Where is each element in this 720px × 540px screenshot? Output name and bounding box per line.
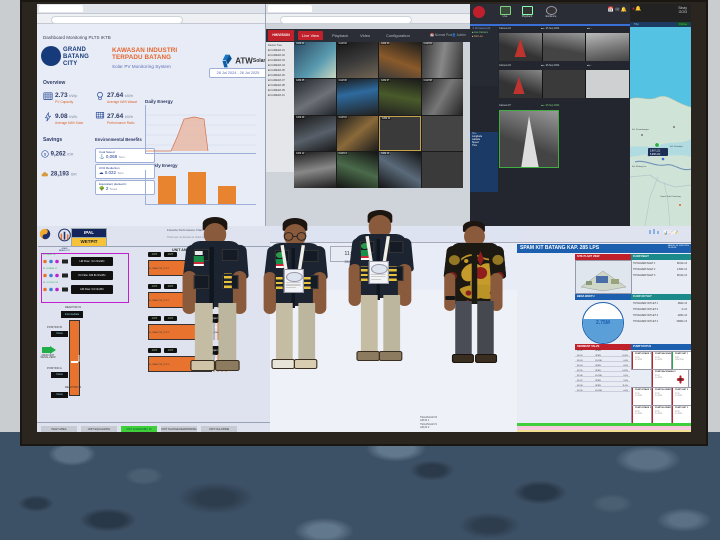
- svg-text:Kel. Sawahjati: Kel. Sawahjati: [670, 145, 683, 148]
- svg-text:📊📈📝: 📊📈📝: [663, 230, 678, 235]
- svg-text:Comal, Kab. Pemalang: Comal, Kab. Pemalang: [660, 196, 681, 198]
- svg-text:$: $: [44, 152, 46, 156]
- svg-text:Kel. Klidang Lor: Kel. Klidang Lor: [632, 166, 646, 168]
- svg-text:Kel. Pesambangan: Kel. Pesambangan: [632, 129, 649, 131]
- svg-text:5,997,122: 5,997,122: [650, 151, 661, 153]
- svg-text:5,998,122: 5,998,122: [650, 154, 661, 156]
